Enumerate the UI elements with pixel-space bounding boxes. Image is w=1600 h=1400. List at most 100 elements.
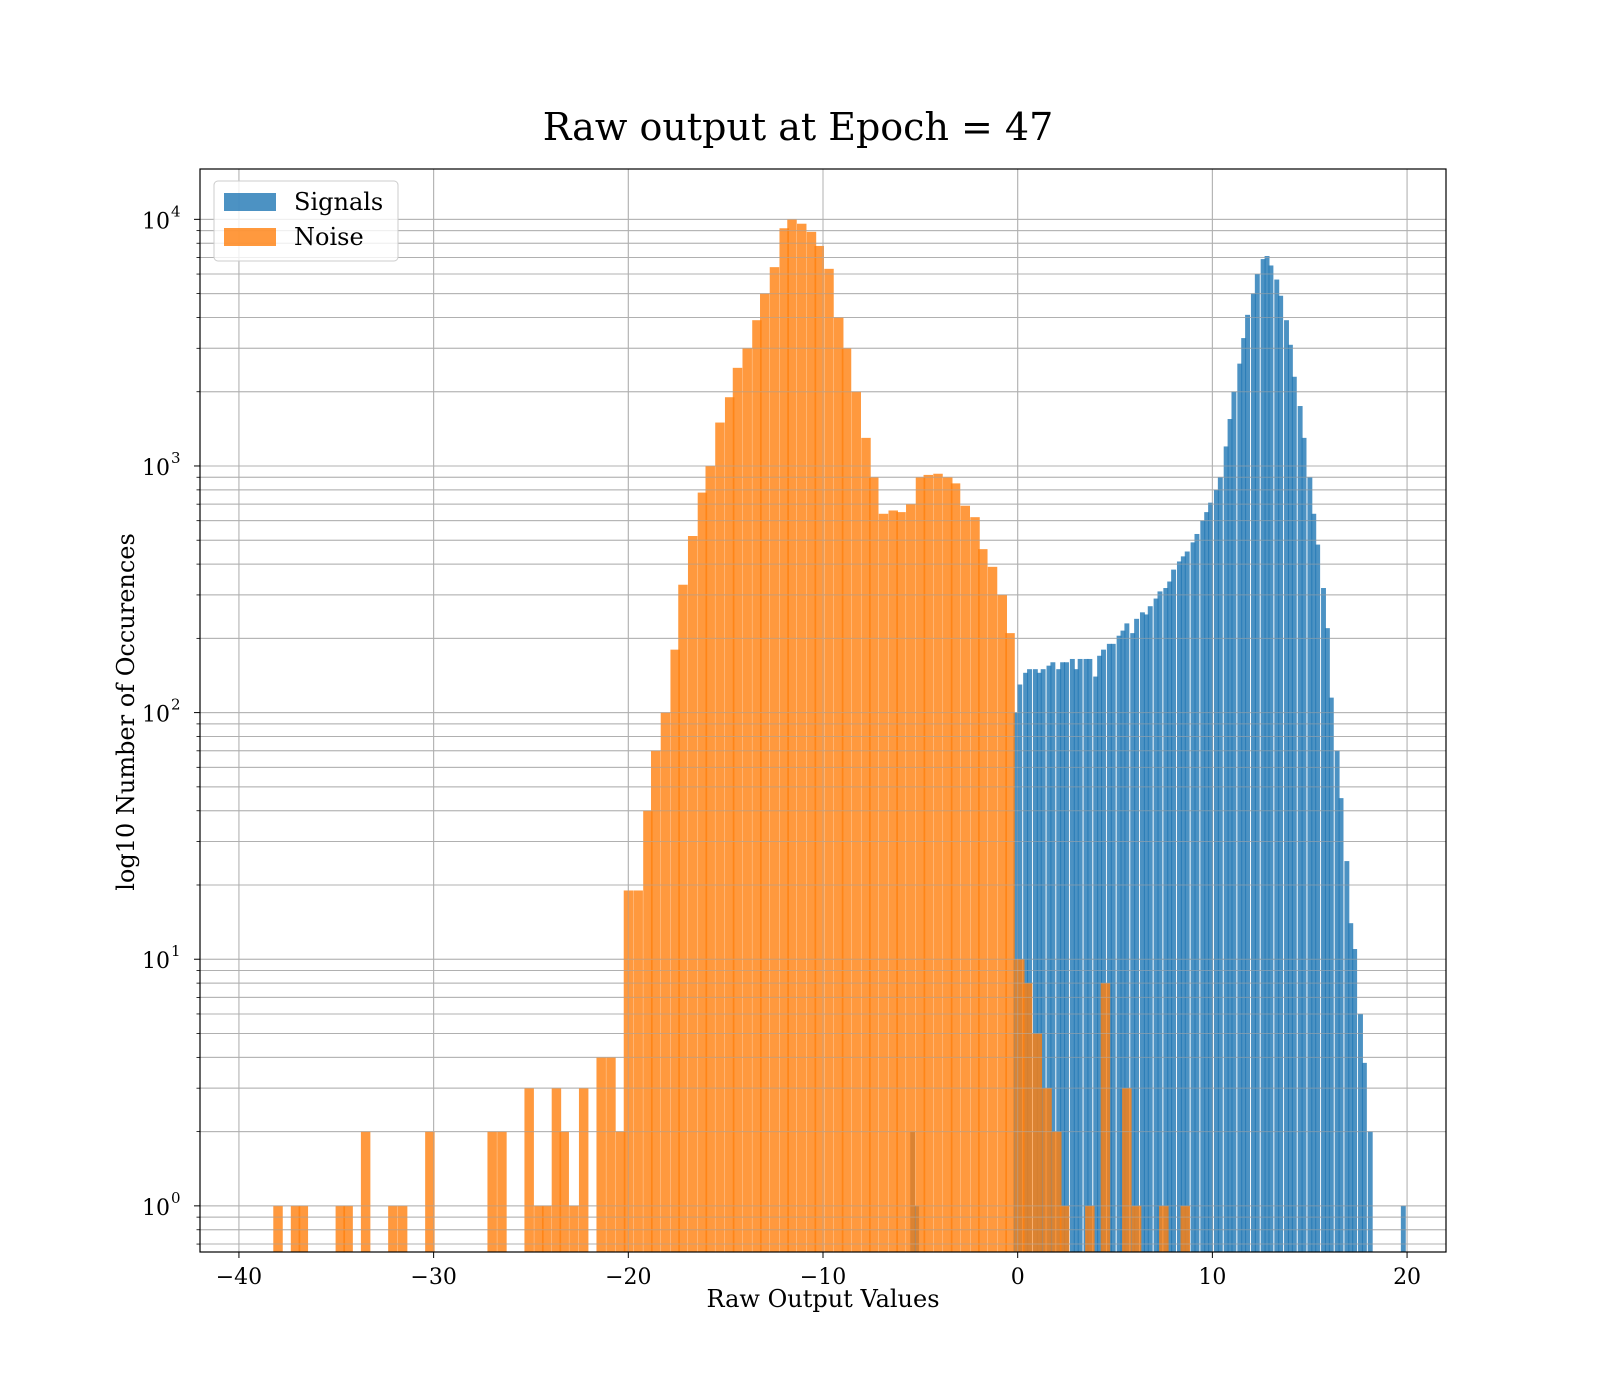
legend-swatch-noise: [224, 228, 276, 246]
signals-bar: [1027, 669, 1032, 1252]
signals-bar: [1050, 662, 1056, 1252]
legend-swatch-signals: [224, 193, 276, 211]
signals-bar: [1307, 477, 1313, 1252]
y-tick-exponent: 2: [171, 696, 181, 714]
signals-bar: [1223, 446, 1229, 1252]
signals-bar: [1254, 274, 1260, 1252]
y-tick-label: 10: [142, 703, 170, 728]
signals-bar: [1120, 630, 1126, 1252]
noise-bar: [987, 566, 998, 1252]
signals-bar: [1106, 643, 1112, 1252]
x-tick-label: −40: [216, 1265, 262, 1290]
signals-bar: [1400, 1205, 1406, 1252]
x-tick-label: −30: [410, 1265, 456, 1290]
noise-bar: [643, 810, 653, 1252]
histogram-bars: [273, 219, 1406, 1253]
signals-bar: [1176, 561, 1182, 1252]
signals-bar: [1101, 649, 1106, 1252]
signals-bar: [1147, 606, 1153, 1252]
signals-bar: [1334, 750, 1340, 1252]
signals-bar: [1301, 437, 1307, 1252]
noise-bar: [524, 1088, 534, 1252]
noise-bar: [1032, 1033, 1043, 1252]
y-tick-exponent: 1: [171, 942, 181, 960]
noise-bar: [824, 268, 834, 1252]
noise-bar: [950, 483, 961, 1253]
noise-bar: [1052, 1131, 1062, 1252]
signals-bar: [1171, 569, 1177, 1252]
signals-bar: [1110, 643, 1116, 1252]
noise-bar: [335, 1205, 346, 1252]
noise-bar: [779, 228, 789, 1252]
y-tick-exponent: 0: [171, 1189, 181, 1207]
signals-bar: [1157, 591, 1163, 1252]
noise-bar: [397, 1205, 408, 1252]
noise-bar: [1015, 959, 1025, 1252]
signals-bar: [1311, 513, 1317, 1252]
signals-bar: [1097, 655, 1103, 1252]
noise-bar: [841, 348, 852, 1252]
noise-bar: [787, 219, 797, 1253]
signals-bar: [1023, 672, 1029, 1252]
signals-bar: [1241, 338, 1247, 1252]
signals-bar: [1083, 658, 1089, 1252]
noise-bar: [569, 1205, 579, 1252]
signals-bar: [1130, 633, 1136, 1252]
noise-bar: [1122, 1088, 1132, 1252]
noise-bar: [615, 1131, 626, 1252]
signals-bar: [1200, 520, 1206, 1252]
signals-bar: [1315, 544, 1321, 1252]
signals-bar: [1036, 672, 1042, 1252]
signals-bar: [1237, 363, 1243, 1252]
noise-bar: [760, 293, 770, 1253]
y-axis-label: log10 Number of Occurences: [112, 533, 140, 891]
noise-bar: [487, 1131, 497, 1252]
signals-bar: [1367, 1131, 1373, 1252]
noise-bar: [833, 317, 844, 1252]
signals-bar: [1245, 314, 1251, 1252]
noise-bar: [650, 750, 661, 1252]
noise-bar: [923, 474, 934, 1252]
noise-bar: [697, 492, 708, 1252]
noise-bar: [1085, 1205, 1095, 1252]
noise-bar: [534, 1205, 544, 1252]
noise-bar: [1159, 1205, 1169, 1252]
grid-overlay: [200, 169, 1446, 1252]
y-tick-label: 10: [142, 209, 170, 234]
y-tick-label: 10: [142, 1196, 170, 1221]
y-tick-label: 10: [142, 949, 170, 974]
legend-label-noise: Noise: [294, 223, 364, 251]
noise-bar: [388, 1205, 398, 1252]
signals-bar: [1231, 391, 1237, 1252]
noise-bar: [298, 1205, 309, 1252]
signals-bar: [1208, 502, 1214, 1252]
signals-bar: [1287, 344, 1293, 1252]
legend: Signals Noise: [213, 180, 399, 262]
noise-bar: [906, 504, 916, 1252]
noise-bar: [1059, 1205, 1070, 1252]
noise-bar: [732, 367, 743, 1252]
noise-bar: [678, 584, 688, 1252]
signals-bar: [1217, 477, 1223, 1252]
signals-bar: [1153, 598, 1159, 1252]
x-axis-ticks: −40 −30 −20 −10 0 10 20: [216, 1252, 1421, 1290]
signals-bar: [1268, 265, 1274, 1252]
signals-bar: [1260, 259, 1266, 1252]
y-tick-label: 10: [142, 456, 170, 481]
noise-bar: [960, 505, 971, 1253]
signals-bar: [1040, 669, 1046, 1252]
y-tick-exponent: 3: [171, 449, 181, 467]
noise-bar: [869, 477, 879, 1252]
noise-bar: [752, 320, 762, 1252]
signals-bar: [1139, 612, 1145, 1252]
signals-bar: [1116, 635, 1122, 1252]
x-tick-label: −20: [605, 1265, 651, 1290]
signals-bar: [1032, 669, 1038, 1252]
signals-bar: [1087, 658, 1093, 1252]
signals-bar: [1056, 669, 1062, 1252]
noise-bar: [633, 890, 643, 1252]
signals-bar: [1250, 293, 1256, 1253]
noise-bar: [943, 477, 953, 1252]
